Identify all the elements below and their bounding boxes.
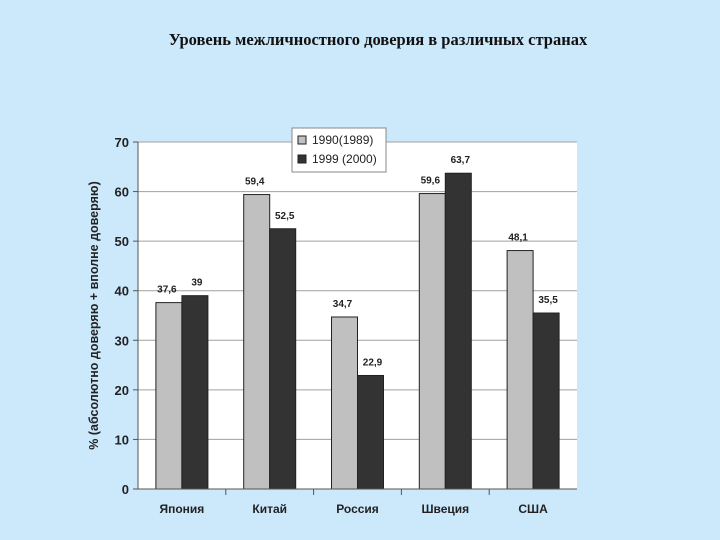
x-category-label: Швеция [421,502,469,516]
legend-box [291,127,387,173]
y-tick-label: 40 [115,284,129,299]
x-category-label: США [518,502,548,516]
bar-series2-2 [357,374,384,490]
data-label: 35,5 [538,295,558,306]
y-axis-title: % (абсолютно доверяю + вполне доверяю) [87,181,101,449]
x-axis-categories: Япония Китай Россия Швеция США [159,489,548,516]
data-label: 63,7 [451,155,471,166]
y-tick-label: 20 [115,383,129,398]
x-category-label: Китай [252,502,287,516]
bar-series1-2 [331,316,358,490]
y-tick-label: 70 [115,135,129,150]
data-label: 59,6 [421,176,441,187]
y-tick-label: 50 [115,234,129,249]
legend-label: 1990(1989) [312,133,373,147]
bar-series2-1 [269,228,297,490]
bar-series1-3 [418,193,446,490]
bar-series1-4 [506,250,534,490]
y-tick-label: 60 [115,185,129,200]
y-tick-label: 10 [115,432,129,447]
legend-swatch [297,135,307,145]
bar-series1-1 [243,194,271,490]
data-label: 59,4 [245,177,265,188]
data-label: 48,1 [508,233,528,244]
slide-title: Уровень межличностного доверия в различн… [168,30,588,49]
x-category-label: Россия [336,502,379,516]
bar-series1-0 [155,302,183,490]
bars [155,172,560,490]
legend-swatch [297,154,307,164]
data-label: 34,7 [333,299,353,310]
bar-series2-4 [532,312,560,490]
data-label: 37,6 [157,285,177,296]
bar-series2-3 [444,172,472,490]
data-label: 22,9 [363,357,383,368]
y-axis-ticks: 0 10 20 30 40 50 60 70 [115,135,138,497]
legend-label: 1999 (2000) [312,152,377,166]
data-labels: 37,6 39 59,4 52,5 34,7 22,9 59,6 63,7 48,1 35,5 [157,155,558,368]
x-category-label: Япония [159,502,204,516]
data-label: 39 [191,278,203,289]
data-label: 52,5 [275,211,295,222]
legend: 1990(1989) 1999 (2000) [291,127,387,173]
bar-series2-0 [181,295,209,490]
y-tick-label: 0 [122,482,129,497]
y-tick-label: 30 [115,333,129,348]
